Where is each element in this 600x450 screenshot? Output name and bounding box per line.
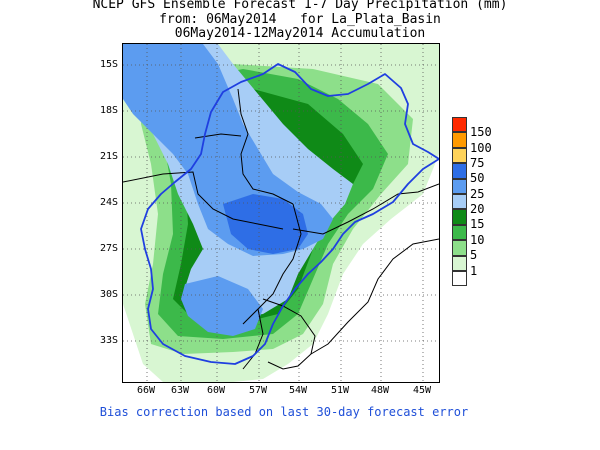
legend-swatch-75 xyxy=(452,147,467,164)
legend-swatch-100 xyxy=(452,132,467,148)
legend-label-20: 20 xyxy=(470,202,485,216)
legend-label-75: 75 xyxy=(470,156,485,170)
lat-label-24s: 24S xyxy=(99,197,118,208)
precipitation-map xyxy=(122,43,440,383)
country-borders xyxy=(123,88,439,370)
lat-label-33s: 33S xyxy=(99,335,118,346)
lat-label-21s: 21S xyxy=(99,151,118,162)
legend-swatch-10 xyxy=(452,224,467,241)
lon-label-57w: 57W xyxy=(248,385,268,396)
lat-label-30s: 30S xyxy=(99,289,118,300)
map-canvas xyxy=(123,44,439,382)
precipitation-legend xyxy=(452,117,468,287)
legend-label-150: 150 xyxy=(470,125,492,139)
lon-label-63w: 63W xyxy=(170,385,190,396)
legend-swatch-20 xyxy=(452,193,467,210)
legend-label-1: 1 xyxy=(470,264,478,278)
legend-label-10: 10 xyxy=(470,233,485,247)
chart-subtitle-forecast-date: from: 06May2014 for La_Plata_Basin xyxy=(159,12,441,27)
legend-label-50: 50 xyxy=(470,171,485,185)
legend-swatch-150 xyxy=(452,117,467,133)
chart-title: NCEP GFS Ensemble Forecast 1-7 Day Preci… xyxy=(92,0,508,12)
legend-swatch-25 xyxy=(452,178,467,194)
lon-label-54w: 54W xyxy=(288,385,308,396)
legend-label-5: 5 xyxy=(470,248,478,262)
legend-swatch-below-1 xyxy=(452,270,467,287)
precip-field-50mm xyxy=(223,194,308,254)
legend-swatch-50 xyxy=(452,163,467,179)
legend-label-25: 25 xyxy=(470,187,485,201)
lon-label-45w: 45W xyxy=(412,385,432,396)
lat-label-15s: 15S xyxy=(99,59,118,70)
lon-label-48w: 48W xyxy=(370,385,390,396)
lat-label-18s: 18S xyxy=(99,105,118,116)
lat-label-27s: 27S xyxy=(99,243,118,254)
lon-label-60w: 60W xyxy=(206,385,226,396)
bias-correction-note: Bias correction based on last 30-day for… xyxy=(99,405,469,419)
lon-label-51w: 51W xyxy=(330,385,350,396)
legend-swatch-15 xyxy=(452,209,467,225)
legend-label-15: 15 xyxy=(470,217,485,231)
legend-label-100: 100 xyxy=(470,141,492,155)
legend-swatch-5 xyxy=(452,240,467,256)
chart-subtitle-accumulation-period: 06May2014-12May2014 Accumulation xyxy=(174,26,426,41)
legend-swatch-1 xyxy=(452,255,467,271)
la-plata-basin-outline xyxy=(140,63,439,365)
lon-label-66w: 66W xyxy=(136,385,156,396)
